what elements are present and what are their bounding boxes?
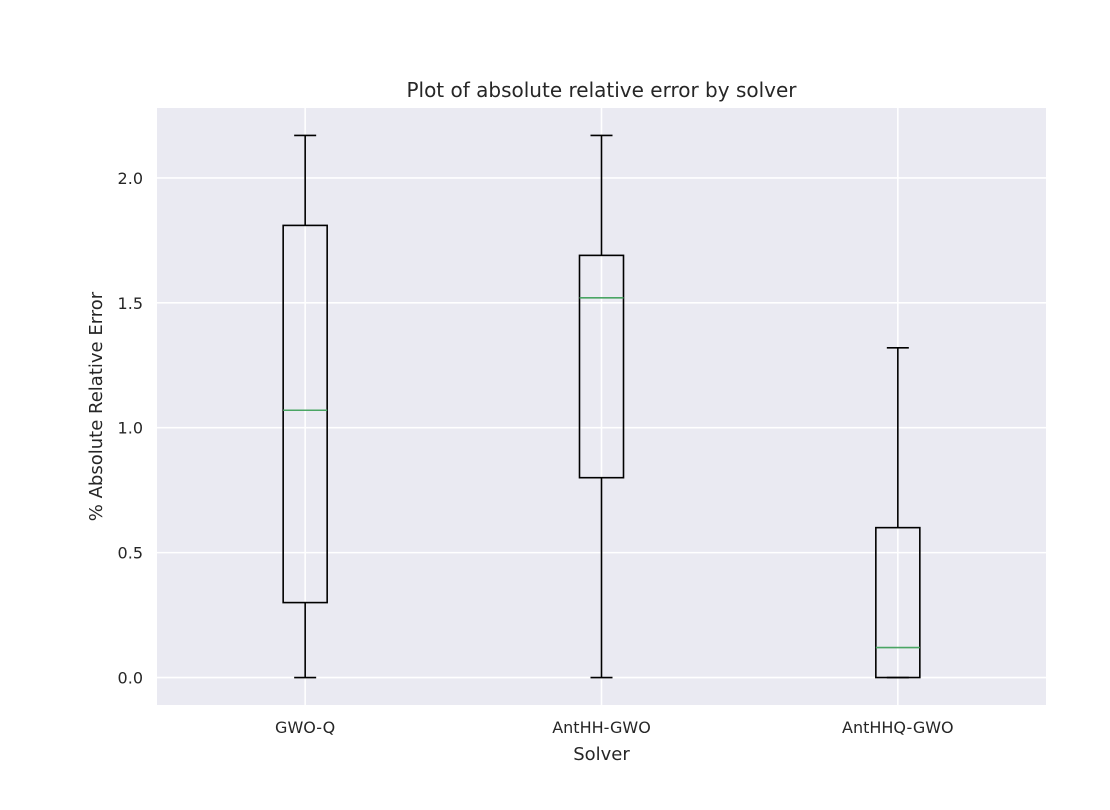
x-tick-label: AntHHQ-GWO [842,718,954,737]
y-tick-label: 1.0 [118,419,143,438]
iqr-box [282,224,328,604]
y-tick-label: 1.5 [118,294,143,313]
x-tick-label: AntHH-GWO [552,718,651,737]
iqr-box [578,254,625,479]
box-anthhq-gwo [875,346,921,679]
y-tick-label: 0.0 [118,669,143,688]
y-axis-ticks: 0.0 0.5 1.0 1.5 2.0 [118,169,143,688]
box-series [282,134,921,679]
x-axis-ticks: GWO-Q AntHH-GWO AntHHQ-GWO [275,718,954,737]
box-gwo-q [282,134,328,679]
x-tick-label: GWO-Q [275,718,335,737]
y-tick-label: 2.0 [118,169,143,188]
chart-title: Plot of absolute relative error by solve… [406,78,797,102]
box-anthh-gwo [578,134,625,679]
y-tick-label: 0.5 [118,544,143,563]
iqr-box [875,526,921,679]
y-axis-label: % Absolute Relative Error [86,291,107,521]
x-axis-label: Solver [573,744,630,765]
